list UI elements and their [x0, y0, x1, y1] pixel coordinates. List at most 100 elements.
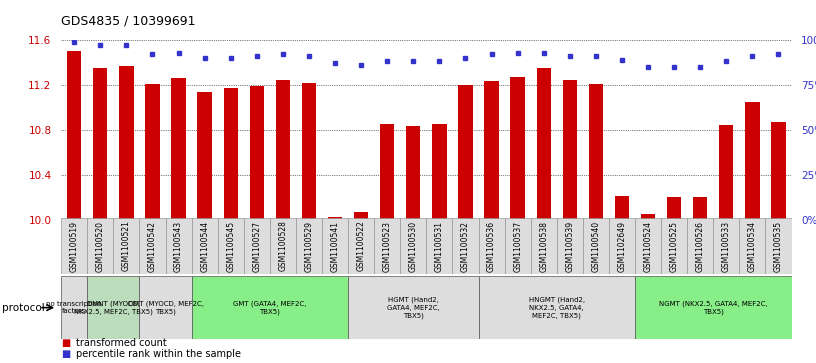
Text: GSM1100539: GSM1100539: [565, 221, 574, 272]
Bar: [197, 91, 212, 220]
Bar: [713, 218, 739, 274]
Bar: [61, 218, 87, 274]
Bar: [119, 66, 134, 220]
Bar: [140, 276, 192, 339]
Text: GSM1100527: GSM1100527: [252, 221, 261, 272]
Bar: [693, 197, 707, 220]
Bar: [557, 218, 583, 274]
Text: GSM1100534: GSM1100534: [748, 221, 757, 272]
Bar: [87, 276, 140, 339]
Bar: [250, 86, 264, 220]
Text: GSM1100538: GSM1100538: [539, 221, 548, 272]
Bar: [348, 276, 478, 339]
Bar: [635, 276, 792, 339]
Text: GSM1100525: GSM1100525: [670, 221, 679, 272]
Bar: [745, 102, 760, 220]
Bar: [171, 78, 186, 220]
Bar: [432, 124, 446, 220]
Text: GMT (GATA4, MEF2C,
TBX5): GMT (GATA4, MEF2C, TBX5): [233, 301, 307, 315]
Bar: [380, 124, 394, 220]
Text: GSM1100523: GSM1100523: [383, 221, 392, 272]
Bar: [348, 218, 375, 274]
Bar: [739, 218, 765, 274]
Text: GSM1100520: GSM1100520: [95, 221, 104, 272]
Text: GSM1100519: GSM1100519: [69, 221, 78, 272]
Text: GSM1100542: GSM1100542: [148, 221, 157, 272]
Bar: [583, 218, 609, 274]
Bar: [140, 218, 166, 274]
Text: GSM1100530: GSM1100530: [409, 221, 418, 272]
Bar: [87, 218, 113, 274]
Text: ■: ■: [61, 338, 70, 348]
Text: GSM1100535: GSM1100535: [774, 221, 783, 272]
Bar: [296, 218, 322, 274]
Bar: [609, 218, 635, 274]
Bar: [276, 80, 290, 220]
Bar: [485, 81, 499, 220]
Bar: [406, 126, 420, 220]
Bar: [459, 85, 472, 220]
Bar: [354, 212, 368, 220]
Bar: [166, 218, 192, 274]
Bar: [322, 218, 348, 274]
Text: GSM1100528: GSM1100528: [278, 221, 287, 272]
Text: transformed count: transformed count: [76, 338, 166, 348]
Bar: [113, 218, 140, 274]
Text: protocol: protocol: [2, 303, 44, 313]
Text: GSM1100543: GSM1100543: [174, 221, 183, 272]
Bar: [145, 84, 160, 220]
Text: GSM1100536: GSM1100536: [487, 221, 496, 272]
Bar: [401, 218, 426, 274]
Text: DMT (MYOCD, MEF2C,
TBX5): DMT (MYOCD, MEF2C, TBX5): [127, 301, 203, 315]
Text: DMNT (MYOCD,
NKX2.5, MEF2C, TBX5): DMNT (MYOCD, NKX2.5, MEF2C, TBX5): [74, 301, 153, 315]
Text: percentile rank within the sample: percentile rank within the sample: [76, 349, 241, 359]
Bar: [635, 218, 661, 274]
Bar: [375, 218, 401, 274]
Bar: [244, 218, 270, 274]
Bar: [192, 276, 348, 339]
Bar: [192, 218, 218, 274]
Text: GSM1100521: GSM1100521: [122, 221, 131, 272]
Bar: [719, 125, 734, 220]
Text: GSM1100541: GSM1100541: [330, 221, 339, 272]
Text: GSM1102649: GSM1102649: [618, 221, 627, 272]
Bar: [478, 218, 504, 274]
Bar: [61, 276, 87, 339]
Text: no transcription
factors: no transcription factors: [47, 301, 102, 314]
Bar: [270, 218, 296, 274]
Text: HNGMT (Hand2,
NKX2.5, GATA4,
MEF2C, TBX5): HNGMT (Hand2, NKX2.5, GATA4, MEF2C, TBX5…: [529, 297, 585, 319]
Bar: [93, 68, 108, 220]
Bar: [302, 83, 316, 220]
Text: GSM1100540: GSM1100540: [592, 221, 601, 272]
Bar: [530, 218, 557, 274]
Bar: [67, 51, 82, 220]
Text: GSM1100522: GSM1100522: [357, 221, 366, 272]
Text: GDS4835 / 10399691: GDS4835 / 10399691: [61, 15, 196, 28]
Bar: [218, 218, 244, 274]
Bar: [588, 84, 603, 220]
Text: GSM1100531: GSM1100531: [435, 221, 444, 272]
Bar: [765, 218, 792, 274]
Bar: [563, 80, 577, 220]
Text: GSM1100544: GSM1100544: [200, 221, 209, 272]
Bar: [687, 218, 713, 274]
Text: GSM1100537: GSM1100537: [513, 221, 522, 272]
Bar: [641, 214, 655, 220]
Text: GSM1100526: GSM1100526: [696, 221, 705, 272]
Bar: [614, 196, 629, 220]
Bar: [478, 276, 635, 339]
Text: GSM1100532: GSM1100532: [461, 221, 470, 272]
Text: GSM1100529: GSM1100529: [304, 221, 313, 272]
Bar: [511, 77, 525, 220]
Bar: [328, 217, 342, 220]
Text: NGMT (NKX2.5, GATA4, MEF2C,
TBX5): NGMT (NKX2.5, GATA4, MEF2C, TBX5): [659, 301, 768, 315]
Bar: [771, 122, 786, 220]
Text: GSM1100533: GSM1100533: [722, 221, 731, 272]
Bar: [504, 218, 530, 274]
Bar: [224, 88, 238, 220]
Bar: [667, 197, 681, 220]
Text: GSM1100524: GSM1100524: [644, 221, 653, 272]
Text: HGMT (Hand2,
GATA4, MEF2C,
TBX5): HGMT (Hand2, GATA4, MEF2C, TBX5): [387, 297, 440, 319]
Text: ■: ■: [61, 349, 70, 359]
Bar: [426, 218, 452, 274]
